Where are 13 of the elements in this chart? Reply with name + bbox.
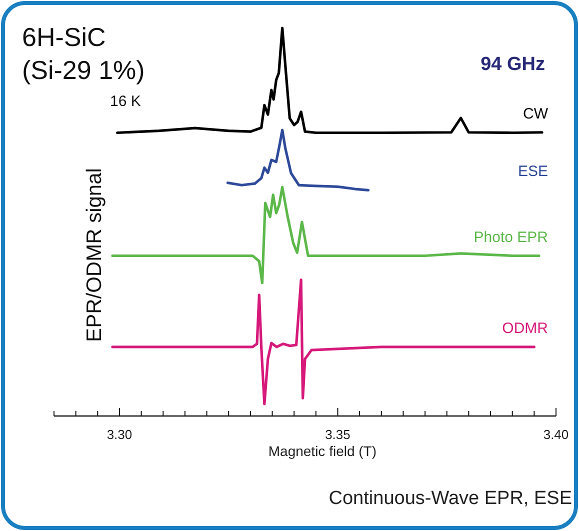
- chart-title: 6H-SiC (Si-29 1%): [22, 22, 145, 85]
- x-tick-label: 3.35: [325, 427, 350, 442]
- y-axis-title: EPR/ODMR signal: [83, 168, 106, 342]
- annotation: 16 K: [110, 93, 141, 110]
- x-axis-title: Magnetic field (T): [268, 443, 377, 459]
- x-tick-label: 3.30: [106, 427, 132, 442]
- x-tick-label: 3.40: [543, 427, 569, 442]
- annotation: 94 GHz: [480, 54, 545, 75]
- series-label: Photo EPR: [474, 228, 548, 246]
- text: ESE: [518, 163, 548, 180]
- text: Continuous-Wave EPR, ESE: [328, 488, 572, 509]
- series-label: CW: [523, 105, 549, 122]
- series-label: ODMR: [502, 320, 548, 337]
